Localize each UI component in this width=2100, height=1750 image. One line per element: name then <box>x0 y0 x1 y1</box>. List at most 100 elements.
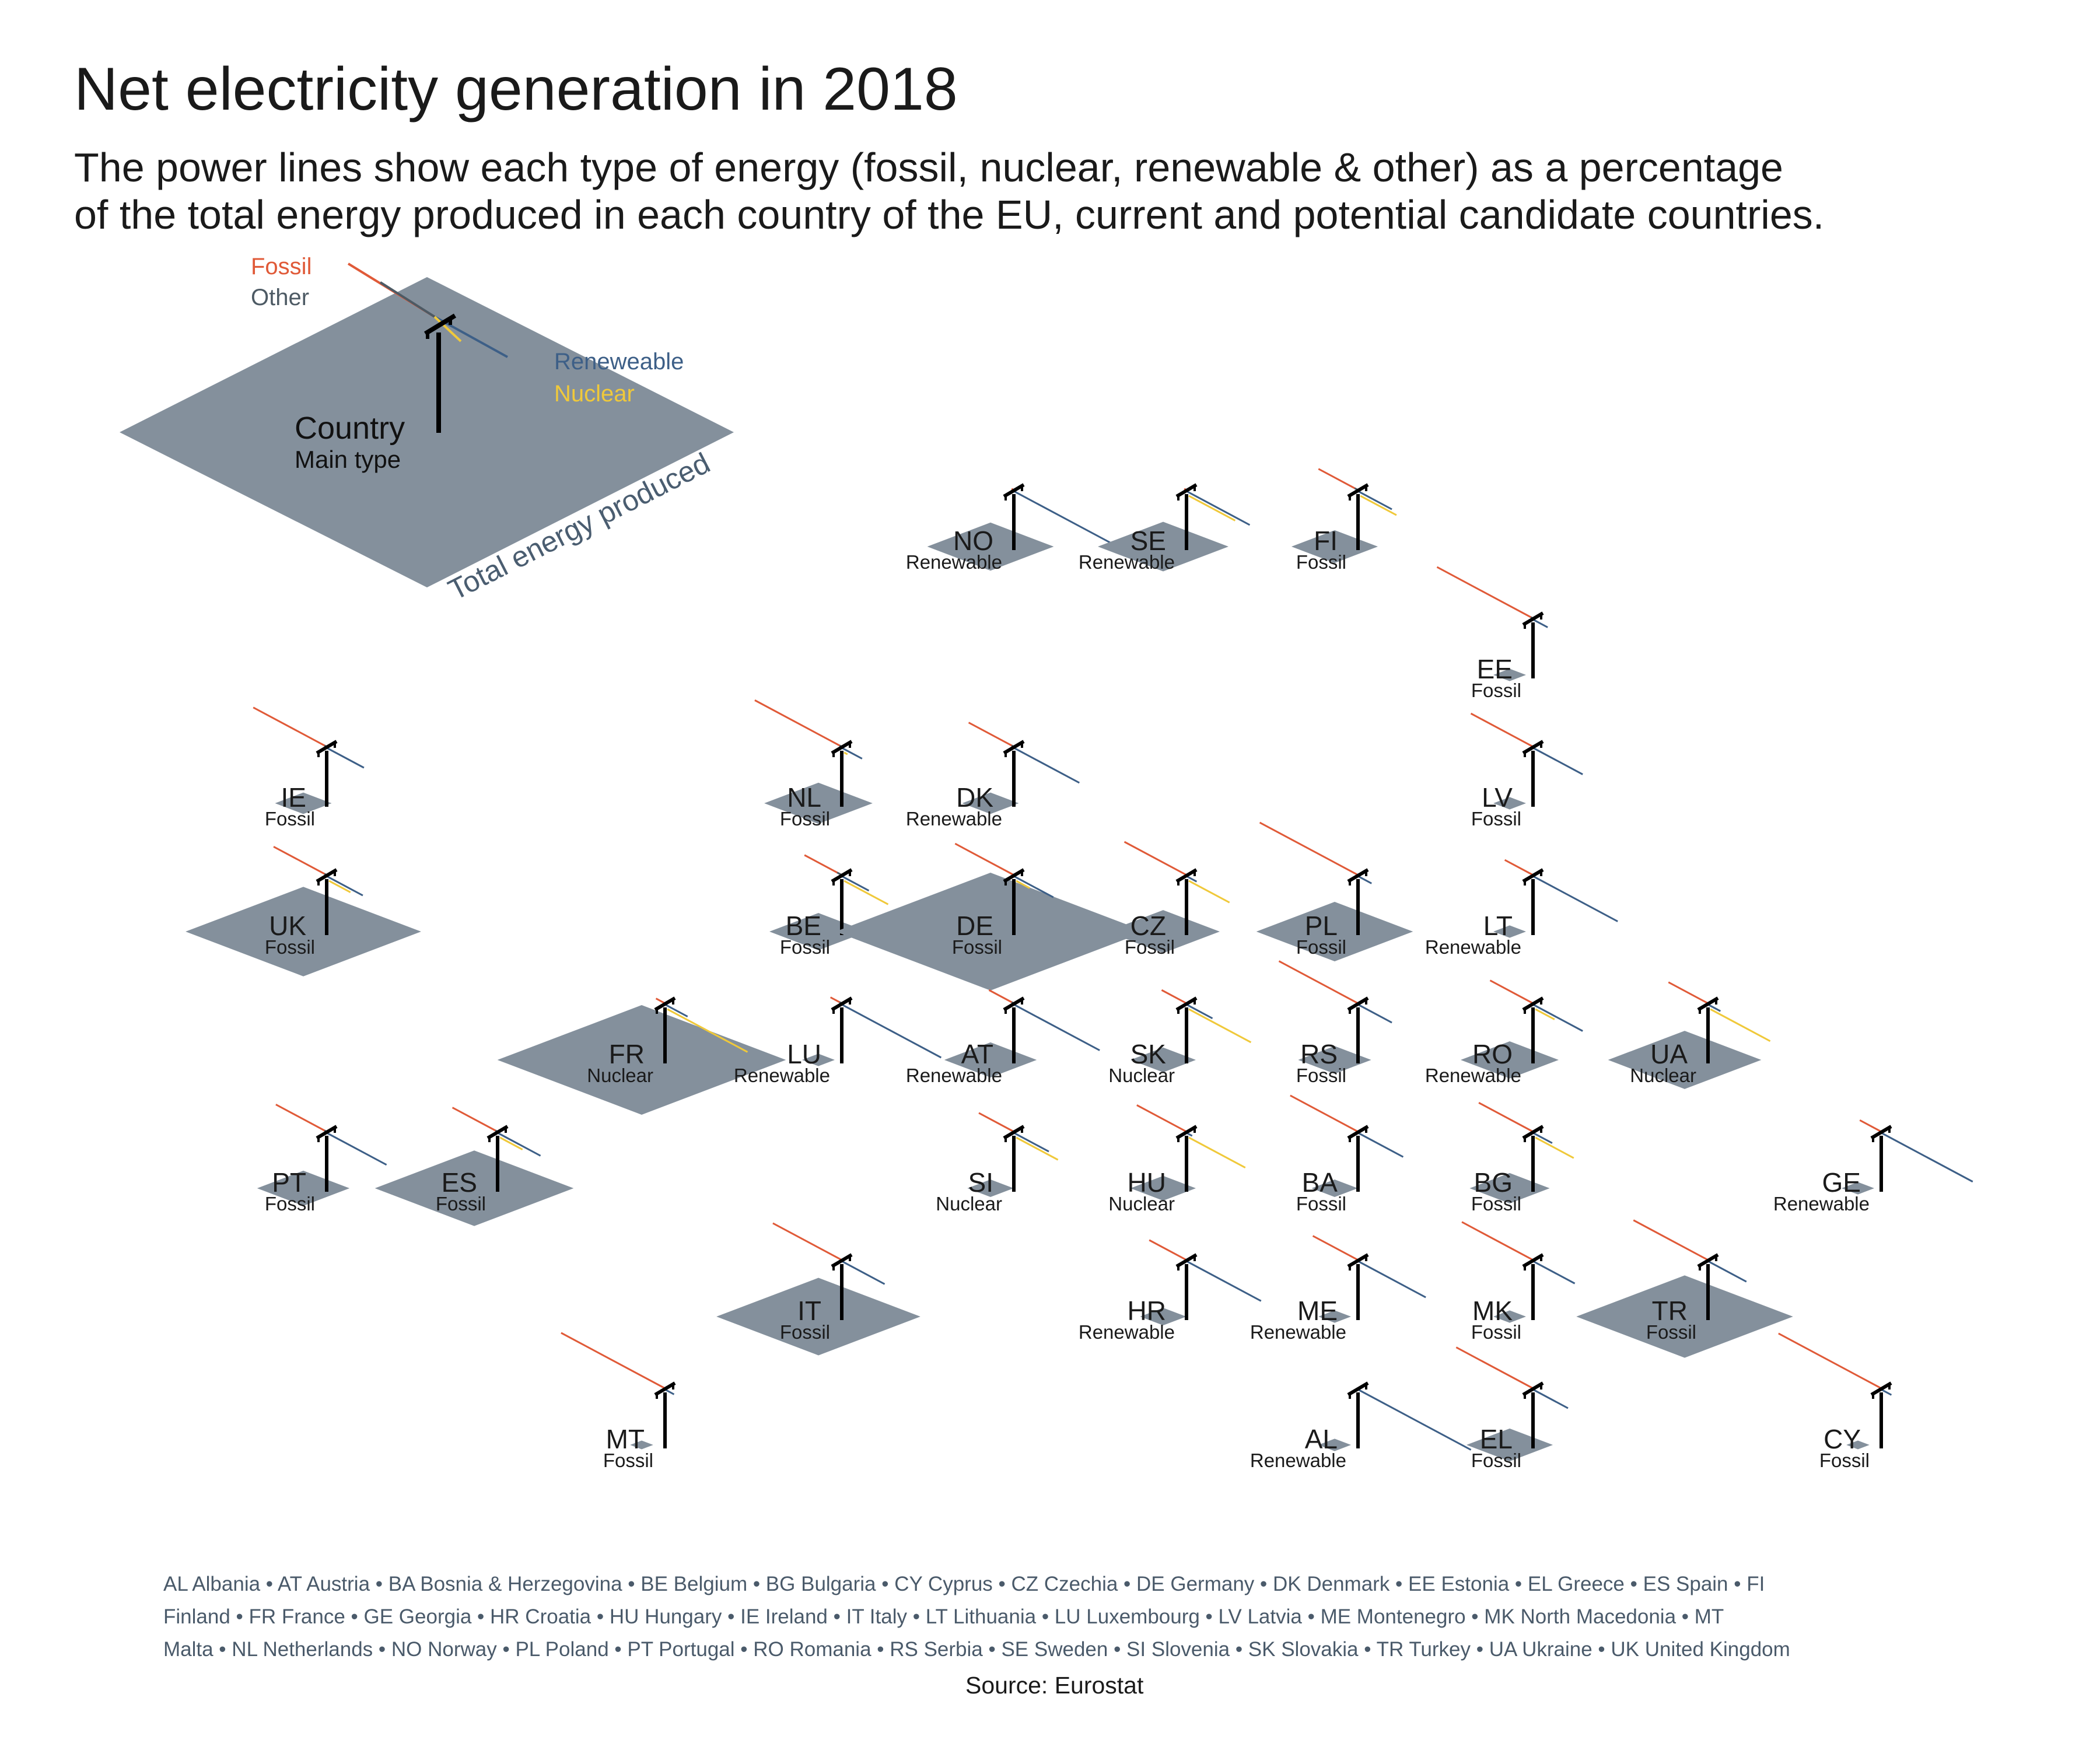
pylon-arm-sk <box>1175 996 1198 1012</box>
fossil-line-ba <box>1290 1094 1359 1133</box>
country-code-dk: DK <box>956 782 993 813</box>
country-code-ba: BA <box>1302 1167 1338 1198</box>
fossil-line-si <box>978 1112 1014 1133</box>
main-type-ge: Renewable <box>1773 1193 1870 1214</box>
main-type-si: Nuclear <box>936 1193 1002 1214</box>
chart-title: Net electricity generation in 2018 <box>74 55 958 123</box>
fossil-line-ie <box>253 706 327 748</box>
plate-no <box>927 522 1054 571</box>
pylon-arm-dk <box>1003 740 1025 755</box>
plate-al <box>1318 1438 1351 1451</box>
legend-nuclear-line <box>433 316 462 342</box>
nuclear-line-fr <box>667 1008 748 1053</box>
main-type-ee: Fossil <box>1471 680 1521 701</box>
source-note: Source: Eurostat <box>965 1672 1144 1699</box>
legend-country-label: Country <box>295 411 405 446</box>
fossil-line-ee <box>1436 566 1534 620</box>
country-code-mk: MK <box>1472 1296 1513 1326</box>
plate-bg <box>1469 1172 1550 1204</box>
fossil-line-pl <box>1259 821 1359 876</box>
plate-ge <box>1842 1182 1874 1195</box>
country-code-hu: HU <box>1128 1167 1166 1198</box>
renewable-line-pl <box>1357 875 1372 884</box>
pylon-arm-mk <box>1522 1253 1544 1268</box>
pylon-arm-lu <box>831 996 853 1012</box>
renewable-line-pt <box>326 1132 387 1166</box>
pylon-arm-de <box>1003 868 1025 883</box>
main-type-fr: Nuclear <box>587 1065 653 1086</box>
plate-me <box>1318 1310 1351 1323</box>
pylon-arm-ge <box>1870 1125 1892 1140</box>
fossil-line-fi <box>1318 468 1359 491</box>
pylon-arm-ee <box>1522 611 1544 626</box>
plate-cy <box>1846 1440 1870 1450</box>
renewable-line-es <box>497 1132 541 1157</box>
renewable-line-at <box>1013 1003 1100 1051</box>
plate-sk <box>1130 1047 1196 1073</box>
main-type-me: Renewable <box>1250 1321 1346 1343</box>
fossil-line-hr <box>1149 1239 1187 1261</box>
main-type-it: Fossil <box>780 1321 830 1343</box>
renewable-line-dk <box>1013 747 1080 784</box>
pylon-arm-pt <box>316 1125 338 1140</box>
plate-si <box>967 1179 1014 1198</box>
nuclear-line-es <box>499 1136 523 1151</box>
pylon-arm-el <box>1522 1381 1544 1396</box>
fossil-line-cz <box>1124 841 1187 876</box>
renewable-line-be <box>841 875 870 892</box>
main-type-dk: Renewable <box>906 808 1002 830</box>
country-code-fi: FI <box>1314 526 1338 556</box>
fossil-line-nl <box>754 699 842 748</box>
nuclear-line-uk <box>328 880 351 893</box>
renewable-line-uk <box>326 875 363 897</box>
legend-fossil-label: Fossil <box>251 254 312 279</box>
country-code-be: BE <box>786 911 821 941</box>
fossil-line-uk <box>273 846 327 876</box>
legend-other-line <box>379 281 436 318</box>
fossil-line-cy <box>1778 1332 1882 1390</box>
main-type-pt: Fossil <box>265 1193 315 1214</box>
renewable-line-de <box>1013 875 1054 898</box>
fossil-line-mt <box>561 1332 666 1390</box>
main-type-uk: Fossil <box>265 936 315 958</box>
plate-tr <box>1576 1275 1793 1358</box>
fossil-line-at <box>988 989 1014 1005</box>
renewable-line-mk <box>1532 1260 1576 1284</box>
pylon-arm-me <box>1347 1253 1369 1268</box>
country-code-at: AT <box>961 1039 993 1069</box>
main-type-al: Renewable <box>1250 1450 1346 1471</box>
main-type-lu: Renewable <box>734 1065 830 1086</box>
main-type-mk: Fossil <box>1471 1321 1521 1343</box>
plate-dk <box>962 792 1019 814</box>
chart-subtitle-line-2: of the total energy produced in each cou… <box>74 192 1824 237</box>
pylon-arm-fr <box>654 996 676 1012</box>
legend-renewable-label: Reneweable <box>554 349 684 374</box>
nuclear-line-sk <box>1188 1008 1252 1044</box>
fossil-line-ge <box>1859 1119 1882 1133</box>
pylon-arm-fi <box>1347 483 1369 498</box>
fossil-line-rs <box>1278 960 1359 1005</box>
country-code-sk: SK <box>1130 1039 1167 1069</box>
pylon-arm-ba <box>1347 1125 1369 1140</box>
renewable-line-fi <box>1357 490 1392 510</box>
plate-se <box>1098 522 1228 572</box>
renewable-line-ba <box>1357 1132 1404 1158</box>
renewable-line-cy <box>1881 1388 1892 1396</box>
main-type-nl: Fossil <box>780 808 830 830</box>
renewable-line-si <box>1013 1132 1049 1153</box>
